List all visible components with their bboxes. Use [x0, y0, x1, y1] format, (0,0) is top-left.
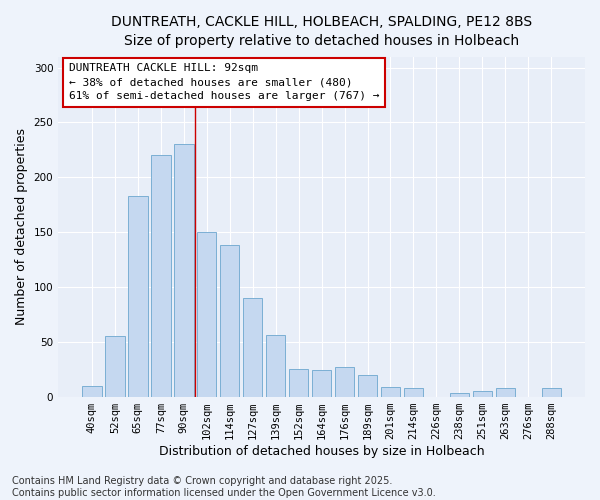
Bar — [542, 388, 561, 396]
Text: Contains HM Land Registry data © Crown copyright and database right 2025.
Contai: Contains HM Land Registry data © Crown c… — [12, 476, 436, 498]
Bar — [312, 370, 331, 396]
Bar — [358, 374, 377, 396]
Bar — [496, 388, 515, 396]
Bar — [82, 386, 101, 396]
Bar — [449, 394, 469, 396]
Bar — [197, 232, 217, 396]
Bar — [220, 245, 239, 396]
Bar — [128, 196, 148, 396]
Title: DUNTREATH, CACKLE HILL, HOLBEACH, SPALDING, PE12 8BS
Size of property relative t: DUNTREATH, CACKLE HILL, HOLBEACH, SPALDI… — [111, 15, 532, 48]
Bar — [151, 156, 170, 396]
Bar — [381, 386, 400, 396]
Bar — [266, 335, 286, 396]
Bar — [105, 336, 125, 396]
Bar — [289, 369, 308, 396]
Bar — [473, 391, 492, 396]
X-axis label: Distribution of detached houses by size in Holbeach: Distribution of detached houses by size … — [159, 444, 484, 458]
Bar — [404, 388, 423, 396]
Text: DUNTREATH CACKLE HILL: 92sqm
← 38% of detached houses are smaller (480)
61% of s: DUNTREATH CACKLE HILL: 92sqm ← 38% of de… — [69, 64, 379, 102]
Bar — [174, 144, 194, 396]
Bar — [243, 298, 262, 396]
Y-axis label: Number of detached properties: Number of detached properties — [15, 128, 28, 325]
Bar — [335, 367, 355, 396]
